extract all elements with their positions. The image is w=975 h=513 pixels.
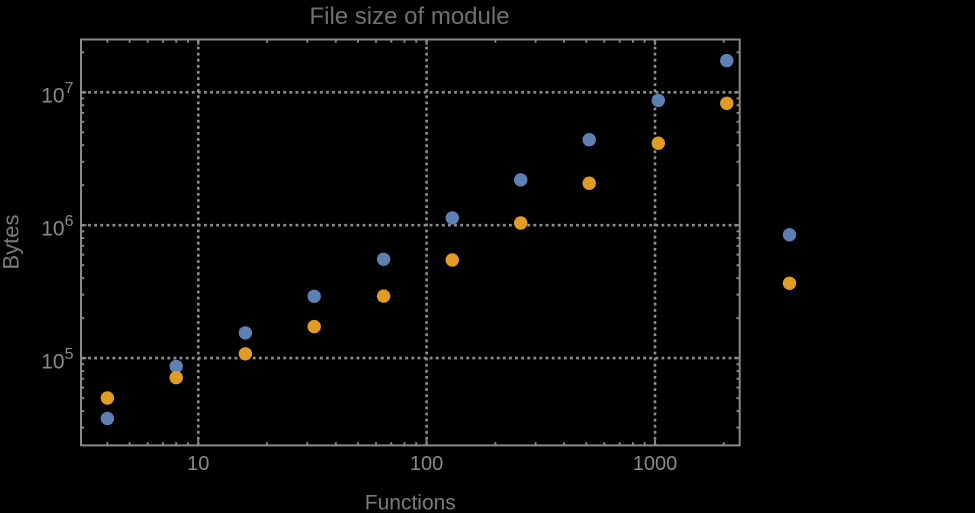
svg-text:Bytes: Bytes [0, 214, 24, 269]
svg-text:1000: 1000 [633, 453, 678, 475]
svg-text:100: 100 [410, 453, 443, 475]
svg-text:File size of module: File size of module [309, 3, 509, 30]
svg-text:105: 105 [41, 346, 73, 374]
svg-text:Functions: Functions [365, 492, 456, 513]
svg-text:106: 106 [41, 213, 73, 241]
svg-text:107: 107 [41, 80, 73, 108]
svg-text:10: 10 [187, 453, 209, 475]
